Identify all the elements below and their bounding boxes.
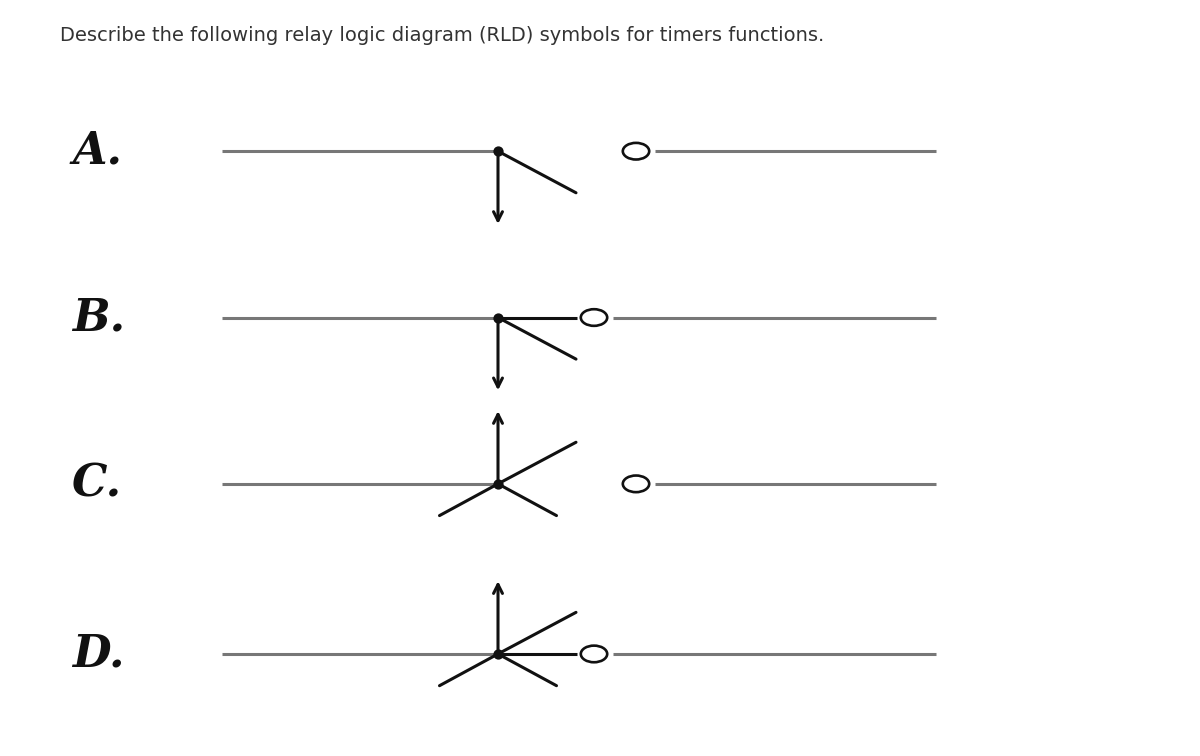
Text: B.: B. [72, 296, 125, 339]
Point [488, 311, 508, 324]
Point [488, 648, 508, 660]
Point [488, 145, 508, 157]
Point [488, 478, 508, 490]
Text: C.: C. [72, 463, 122, 505]
Text: A.: A. [72, 130, 122, 172]
Text: Describe the following relay logic diagram (RLD) symbols for timers functions.: Describe the following relay logic diagr… [60, 26, 824, 45]
Text: D.: D. [72, 633, 125, 675]
